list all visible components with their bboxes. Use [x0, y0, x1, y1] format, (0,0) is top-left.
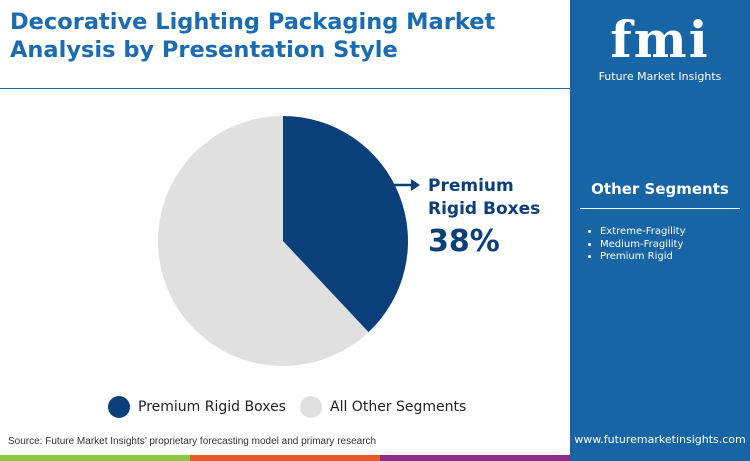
title-divider — [0, 88, 570, 89]
callout-arrow-icon — [411, 179, 420, 191]
sidebar: fmi Future Market Insights Other Segment… — [570, 0, 750, 455]
legend-label: Premium Rigid Boxes — [138, 399, 286, 415]
other-segments-list: Extreme-Fragility Medium-Fragility Premi… — [584, 226, 686, 264]
pie-slice-premium-rigid-boxes — [283, 116, 408, 333]
other-segments-divider — [580, 208, 740, 209]
color-strip-blue — [570, 455, 750, 461]
callout-value: 38% — [428, 224, 500, 259]
pie-slice-all-other-segments — [157, 116, 369, 366]
segment-item: Extreme-Fragility — [600, 226, 686, 239]
callout-label: Premium Rigid Boxes 38% — [428, 175, 568, 263]
segment-item: Medium-Fragility — [600, 239, 686, 252]
color-strip-orange — [190, 455, 380, 461]
pie-chart — [157, 116, 420, 366]
legend-item-premium: Premium Rigid Boxes — [108, 396, 286, 418]
logo-subtitle: Future Market Insights — [598, 70, 722, 83]
legend-item-other: All Other Segments — [300, 396, 466, 418]
color-strip-purple — [380, 455, 570, 461]
source-note: Source: Future Market Insights’ propriet… — [8, 436, 377, 447]
callout-name: Premium Rigid Boxes — [428, 176, 541, 219]
segment-item: Premium Rigid — [600, 251, 686, 264]
page-title: Decorative Lighting Packaging Market Ana… — [10, 9, 496, 63]
fmi-logo: fmi Future Market Insights — [592, 10, 728, 83]
legend-swatch — [300, 396, 322, 418]
legend-swatch — [108, 396, 130, 418]
other-segments-heading: Other Segments — [591, 180, 729, 198]
website-link[interactable]: www.futuremarketinsights.com — [574, 433, 746, 446]
legend-label: All Other Segments — [330, 399, 467, 415]
color-strip-green — [0, 455, 190, 461]
